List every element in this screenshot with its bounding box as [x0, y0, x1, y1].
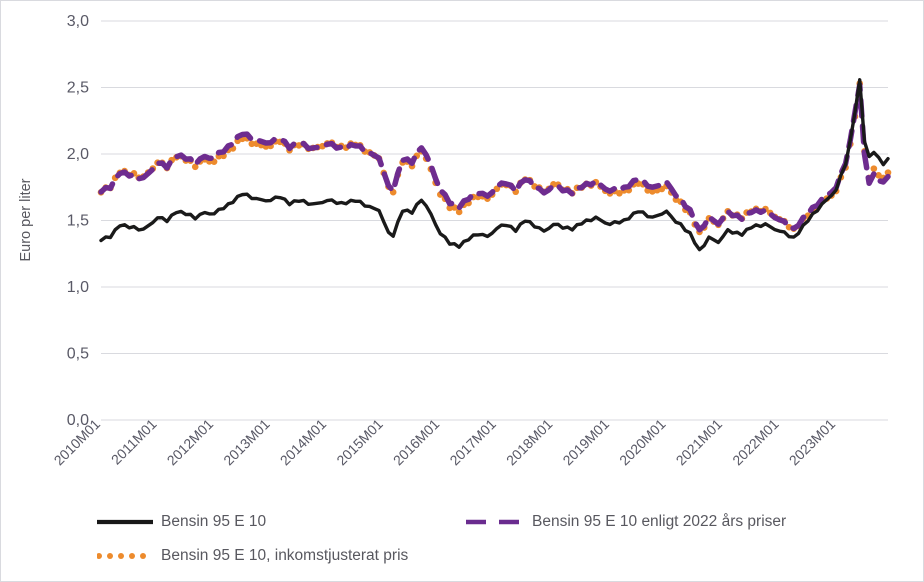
svg-text:3,0: 3,0: [67, 13, 89, 30]
svg-text:2022M01: 2022M01: [729, 416, 782, 469]
svg-text:2012M01: 2012M01: [164, 416, 217, 469]
svg-text:2011M01: 2011M01: [108, 416, 160, 468]
svg-text:2015M01: 2015M01: [333, 416, 386, 469]
svg-text:0,5: 0,5: [67, 346, 89, 363]
svg-text:2016M01: 2016M01: [390, 416, 443, 469]
svg-text:2,5: 2,5: [67, 80, 89, 97]
svg-text:2019M01: 2019M01: [559, 416, 612, 469]
svg-text:2018M01: 2018M01: [503, 416, 556, 469]
svg-text:2013M01: 2013M01: [220, 416, 273, 469]
svg-text:2017M01: 2017M01: [446, 416, 499, 469]
svg-text:2014M01: 2014M01: [277, 416, 330, 469]
svg-text:1,5: 1,5: [67, 213, 89, 230]
svg-text:2021M01: 2021M01: [673, 416, 726, 469]
svg-text:2,0: 2,0: [67, 146, 89, 163]
svg-text:2020M01: 2020M01: [616, 416, 669, 469]
svg-text:2023M01: 2023M01: [786, 416, 839, 469]
svg-text:1,0: 1,0: [67, 279, 89, 296]
